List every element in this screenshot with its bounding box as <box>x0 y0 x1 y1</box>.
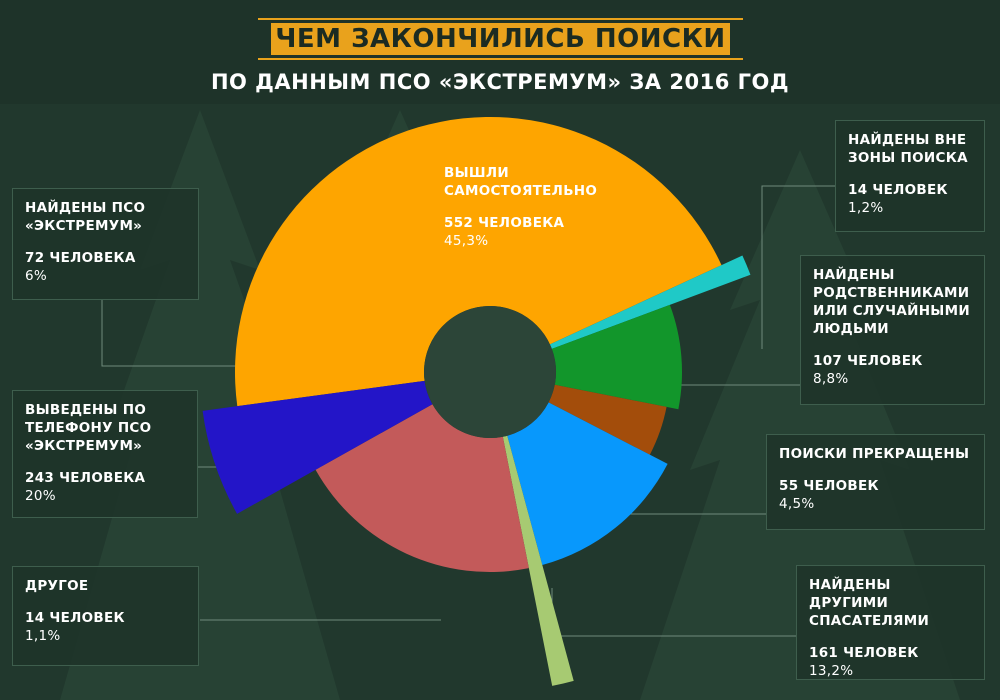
callout-slice-5: Другое 14 человек 1,1% <box>12 566 199 666</box>
leader-line-1 <box>761 185 836 349</box>
label-count: 552 человека <box>444 215 565 231</box>
callout-name: Найдены родственниками или случайными лю… <box>813 267 970 337</box>
leader-line-7 <box>101 300 250 367</box>
callout-count: 107 человек <box>813 353 923 369</box>
leader-line-4 <box>551 588 797 637</box>
callout-percent: 20% <box>25 488 56 504</box>
pie-slice-1 <box>549 255 751 349</box>
callout-count: 14 человек <box>848 182 948 198</box>
callout-name: Поиски прекращены <box>779 446 970 462</box>
pie-slice-4 <box>507 402 668 566</box>
pie-slices <box>202 116 751 686</box>
pie-slice-2 <box>551 304 682 410</box>
pie-slice-0 <box>235 116 722 407</box>
callout-slice-4: Найдены другими спасателями 161 человек … <box>796 565 985 680</box>
donut-hole <box>424 306 556 438</box>
page-subtitle: По данным ПСО «Экстремум» за 2016 год <box>210 70 790 94</box>
callout-name: Найдены другими спасателями <box>809 577 930 629</box>
title-bar: Чем закончились поиски <box>258 18 743 60</box>
callout-count: 72 человека <box>25 250 136 266</box>
pie-slice-7 <box>202 380 433 514</box>
pie-slice-3 <box>548 384 667 455</box>
callout-slice-6: Выведены по телефону ПСО «Экстремум» 243… <box>12 390 198 518</box>
label-slice-0: Вышли самостоятельно 552 человека 45,3% <box>444 164 624 250</box>
callout-percent: 1,2% <box>848 200 884 216</box>
callout-name: Найдены вне зоны поиска <box>848 132 968 166</box>
callout-percent: 13,2% <box>809 663 854 679</box>
callout-slice-3: Поиски прекращены 55 человек 4,5% <box>766 434 985 530</box>
callout-name: Выведены по телефону ПСО «Экстремум» <box>25 402 152 454</box>
callout-percent: 6% <box>25 268 48 284</box>
callout-count: 14 человек <box>25 610 125 626</box>
callout-name: Найдены ПСО «Экстремум» <box>25 200 146 234</box>
callout-count: 55 человек <box>779 478 879 494</box>
label-name: Вышли самостоятельно <box>444 165 598 199</box>
callout-percent: 8,8% <box>813 371 849 387</box>
label-percent: 45,3% <box>444 233 489 249</box>
callout-name: Другое <box>25 578 89 594</box>
callout-count: 243 человека <box>25 470 146 486</box>
pie-slice-5 <box>502 435 574 686</box>
callout-slice-2: Найдены родственниками или случайными лю… <box>800 255 985 405</box>
callout-percent: 4,5% <box>779 496 815 512</box>
page-title: Чем закончились поиски <box>271 23 730 55</box>
callout-count: 161 человек <box>809 645 919 661</box>
callout-percent: 1,1% <box>25 628 61 644</box>
callout-slice-7: Найдены ПСО «Экстремум» 72 человека 6% <box>12 188 199 300</box>
pie-slice-6 <box>315 404 529 572</box>
callout-slice-1: Найдены вне зоны поиска 14 человек 1,2% <box>835 120 985 232</box>
